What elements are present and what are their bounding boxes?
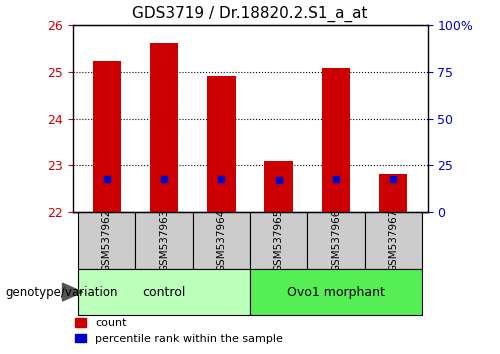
Bar bbox=[322, 68, 350, 212]
Text: GSM537967: GSM537967 bbox=[388, 209, 398, 273]
Text: GSM537964: GSM537964 bbox=[216, 209, 226, 273]
Bar bbox=[78, 212, 136, 269]
Bar bbox=[250, 212, 308, 269]
Bar bbox=[364, 212, 422, 269]
Text: genotype/variation: genotype/variation bbox=[5, 286, 117, 298]
Bar bbox=[92, 61, 121, 212]
Bar bbox=[78, 269, 250, 315]
Bar bbox=[136, 212, 192, 269]
Text: GSM537962: GSM537962 bbox=[102, 209, 112, 273]
Bar bbox=[264, 161, 293, 212]
Text: Ovo1 morphant: Ovo1 morphant bbox=[287, 286, 385, 298]
Bar bbox=[207, 76, 236, 212]
Text: control: control bbox=[142, 286, 186, 298]
Bar bbox=[192, 212, 250, 269]
Bar bbox=[150, 42, 178, 212]
Text: GSM537966: GSM537966 bbox=[331, 209, 341, 273]
Text: GSM537965: GSM537965 bbox=[274, 209, 283, 273]
Bar bbox=[250, 269, 422, 315]
Legend: count, percentile rank within the sample: count, percentile rank within the sample bbox=[70, 314, 288, 348]
Bar bbox=[308, 212, 364, 269]
Bar bbox=[379, 174, 408, 212]
Title: GDS3719 / Dr.18820.2.S1_a_at: GDS3719 / Dr.18820.2.S1_a_at bbox=[132, 6, 368, 22]
Text: GSM537963: GSM537963 bbox=[159, 209, 169, 273]
